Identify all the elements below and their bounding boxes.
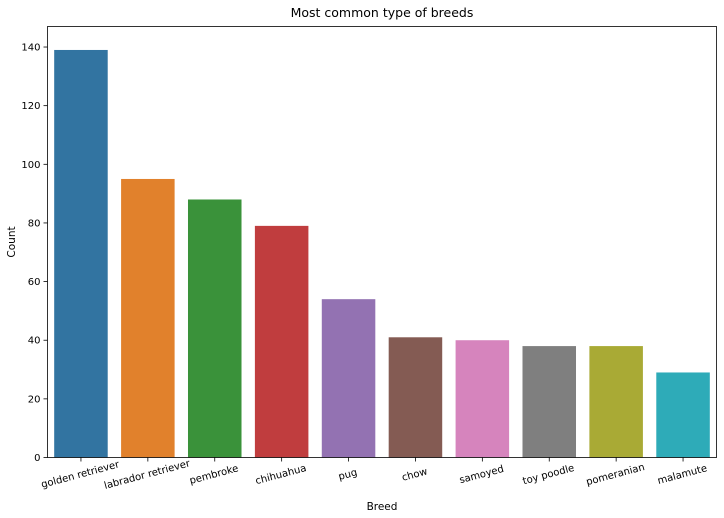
y-axis: 0 20 40 60 80 100 120 140: [21, 43, 48, 464]
x-tick-label: samoyed: [458, 464, 505, 486]
x-tick-label: pomeranian: [585, 462, 646, 488]
x-tick-label: pug: [337, 467, 358, 483]
y-tick-label: 140: [21, 43, 40, 54]
bar-golden-retriever: [54, 49, 108, 458]
y-tick-label: 80: [28, 218, 41, 229]
bar-chihuahua: [254, 225, 309, 458]
bar-pomeranian: [589, 346, 643, 458]
y-tick-label: 0: [34, 453, 40, 464]
bar-samoyed: [455, 340, 510, 458]
bar-pembroke: [187, 199, 242, 458]
x-tick-label: chow: [401, 466, 429, 483]
bar-chow: [388, 337, 443, 458]
bar-malamute: [656, 372, 710, 458]
y-tick-label: 120: [21, 101, 40, 112]
x-tick-label: chihuahua: [254, 463, 307, 487]
chart-title: Most common type of breeds: [291, 5, 474, 20]
y-axis-label: Count: [6, 226, 18, 257]
bar-toy-poodle: [522, 346, 577, 458]
y-tick-label: 100: [21, 160, 40, 171]
x-axis-label: Breed: [367, 501, 398, 513]
y-tick-label: 20: [28, 394, 41, 405]
x-tick-label: pembroke: [188, 463, 239, 487]
y-tick-label: 60: [28, 277, 41, 288]
bar-pug: [321, 299, 376, 458]
plot-frame: [47, 26, 717, 458]
x-tick-label: toy poodle: [522, 463, 576, 487]
x-tick-label: malamute: [656, 463, 708, 487]
y-tick-label: 40: [28, 336, 41, 347]
bars-group: [54, 49, 710, 458]
bar-labrador-retriever: [121, 178, 175, 458]
